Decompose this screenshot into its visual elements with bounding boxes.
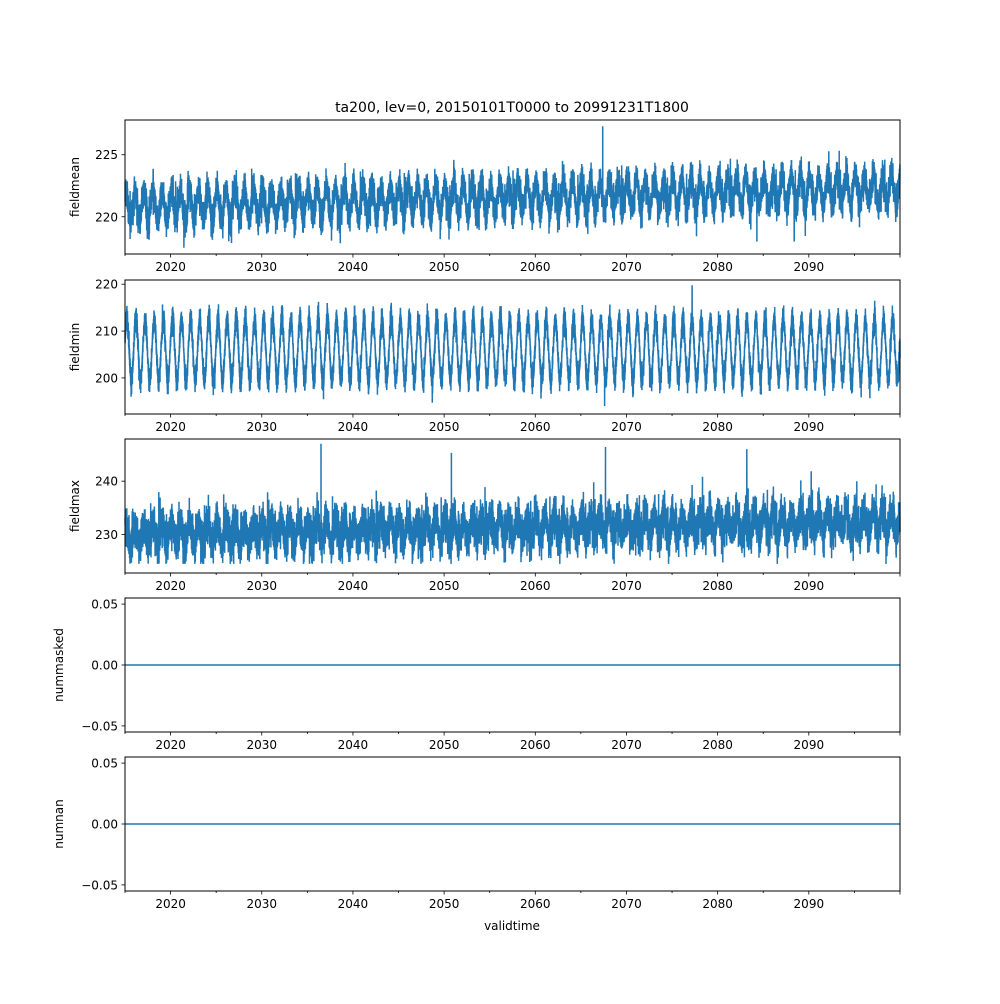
x-tick-label: 2050 (429, 420, 460, 434)
y-tick-label: 0.00 (91, 659, 118, 673)
series-line-fieldmax (124, 443, 901, 564)
y-axis-label: fieldmean (68, 157, 82, 217)
y-tick-label: 0.05 (91, 598, 118, 612)
series-line-fieldmean (124, 126, 901, 248)
y-tick-label: 225 (95, 148, 118, 162)
y-tick-label: 0.05 (91, 757, 118, 771)
x-tick-label: 2060 (520, 897, 551, 911)
x-tick-label: 2080 (702, 897, 733, 911)
y-axis-label: nummasked (52, 628, 66, 702)
axes-frame-fieldmin (124, 279, 901, 415)
y-tick-label: 240 (95, 475, 118, 489)
x-tick-label: 2080 (702, 260, 733, 274)
x-tick-label: 2020 (155, 897, 186, 911)
y-tick-label: 230 (95, 528, 118, 542)
x-tick-label: 2060 (520, 260, 551, 274)
x-tick-label: 2070 (611, 260, 642, 274)
x-tick-label: 2090 (794, 738, 825, 752)
x-tick-label: 2070 (611, 897, 642, 911)
x-tick-label: 2050 (429, 260, 460, 274)
y-tick-label: −0.05 (81, 719, 118, 733)
x-tick-label: 2090 (794, 579, 825, 593)
x-tick-label: 2040 (338, 579, 369, 593)
x-tick-label: 2030 (246, 579, 277, 593)
x-tick-label: 2060 (520, 420, 551, 434)
y-tick-label: 200 (95, 371, 118, 385)
y-tick-label: −0.05 (81, 878, 118, 892)
x-tick-label: 2040 (338, 260, 369, 274)
x-tick-label: 2090 (794, 260, 825, 274)
x-axis-label: validtime (484, 919, 540, 933)
y-tick-label: 0.00 (91, 818, 118, 832)
y-tick-label: 220 (95, 210, 118, 224)
y-axis-label: numnan (52, 799, 66, 848)
x-tick-label: 2020 (155, 420, 186, 434)
x-tick-label: 2040 (338, 738, 369, 752)
x-tick-label: 2090 (794, 897, 825, 911)
x-tick-label: 2090 (794, 420, 825, 434)
x-tick-label: 2080 (702, 579, 733, 593)
x-tick-label: 2080 (702, 738, 733, 752)
x-tick-label: 2030 (246, 420, 277, 434)
x-tick-label: 2060 (520, 738, 551, 752)
x-tick-label: 2080 (702, 420, 733, 434)
x-tick-label: 2070 (611, 579, 642, 593)
axes-frame-fieldmax (124, 438, 901, 574)
x-tick-label: 2020 (155, 579, 186, 593)
series-line-fieldmin (124, 285, 901, 407)
x-tick-label: 2030 (246, 260, 277, 274)
x-tick-label: 2070 (611, 738, 642, 752)
x-tick-label: 2020 (155, 260, 186, 274)
x-tick-label: 2020 (155, 738, 186, 752)
x-tick-label: 2030 (246, 897, 277, 911)
y-axis-label: fieldmin (68, 323, 82, 372)
chart-title: ta200, lev=0, 20150101T0000 to 20991231T… (335, 100, 689, 116)
x-tick-label: 2050 (429, 738, 460, 752)
x-tick-label: 2040 (338, 420, 369, 434)
x-tick-label: 2060 (520, 579, 551, 593)
y-tick-label: 210 (95, 325, 118, 339)
x-tick-label: 2050 (429, 897, 460, 911)
y-tick-label: 220 (95, 278, 118, 292)
x-tick-label: 2070 (611, 420, 642, 434)
x-tick-label: 2040 (338, 897, 369, 911)
x-tick-label: 2050 (429, 579, 460, 593)
x-tick-label: 2030 (246, 738, 277, 752)
y-axis-label: fieldmax (68, 480, 82, 532)
axes-frame-fieldmean (124, 119, 901, 255)
